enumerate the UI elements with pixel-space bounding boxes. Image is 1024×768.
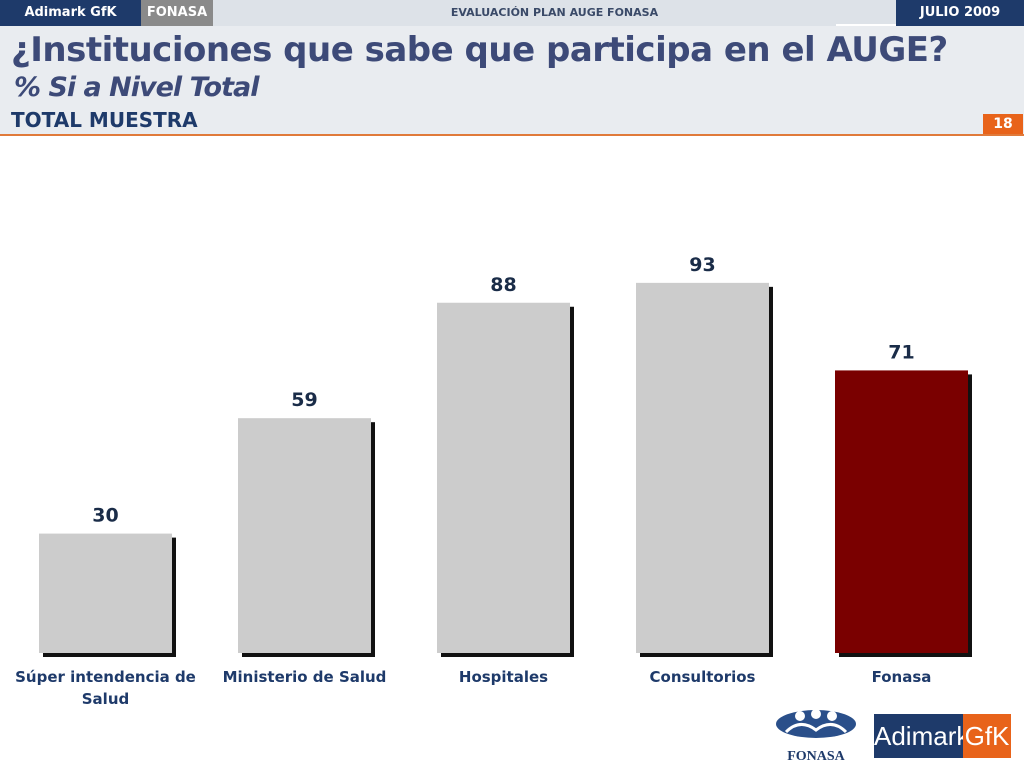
data-label: 93 — [689, 254, 715, 276]
category-label-line: Fonasa — [871, 668, 932, 686]
client-label: FONASA — [141, 0, 213, 26]
fonasa-logo: FONASA — [770, 706, 862, 764]
gfk-logo-text: GfK — [963, 714, 1011, 758]
top-bar: Adimark GfK FONASA EVALUACIÓN PLAN AUGE … — [0, 0, 1024, 26]
report-date: JULIO 2009 — [896, 0, 1024, 26]
category-label-line: Salud — [81, 690, 130, 708]
category-label: Ministerio de Salud — [205, 666, 405, 688]
fonasa-logo-text: FONASA — [787, 749, 845, 764]
bar-chart: 30 59 88 93 71 — [39, 254, 972, 657]
category-label-line: Consultorios — [649, 668, 756, 686]
adimark-gfk-logo: Adimark GfK — [874, 714, 1011, 758]
header-panel — [0, 26, 1024, 134]
page-subtitle: % Si a Nivel Total — [14, 72, 259, 103]
adimark-logo-text: Adimark — [874, 714, 969, 758]
page-title: ¿Instituciones que sabe que participa en… — [11, 30, 948, 70]
bar — [835, 370, 968, 653]
data-label: 30 — [92, 505, 118, 527]
page-number-badge: 18 — [983, 114, 1023, 134]
category-label-line: Hospitales — [458, 668, 549, 686]
data-label: 59 — [291, 389, 317, 411]
bar — [238, 418, 371, 653]
header-rule — [0, 134, 1024, 136]
bar — [437, 302, 570, 653]
data-label: 71 — [888, 341, 914, 363]
category-label: Consultorios — [603, 666, 803, 688]
bar — [636, 282, 769, 653]
data-label: 88 — [490, 274, 516, 296]
category-label-line: Súper intendencia de — [15, 668, 196, 686]
bar — [39, 533, 172, 653]
topbar-divider — [836, 24, 896, 26]
study-title: EVALUACIÓN PLAN AUGE FONASA — [450, 6, 659, 19]
category-label: Fonasa — [802, 666, 1002, 688]
brand-label: Adimark GfK — [0, 0, 141, 26]
sample-label: TOTAL MUESTRA — [11, 108, 198, 132]
category-label: Súper intendencia de Salud — [6, 666, 206, 710]
category-label-line: Ministerio de Salud — [222, 668, 387, 686]
category-label: Hospitales — [404, 666, 604, 688]
